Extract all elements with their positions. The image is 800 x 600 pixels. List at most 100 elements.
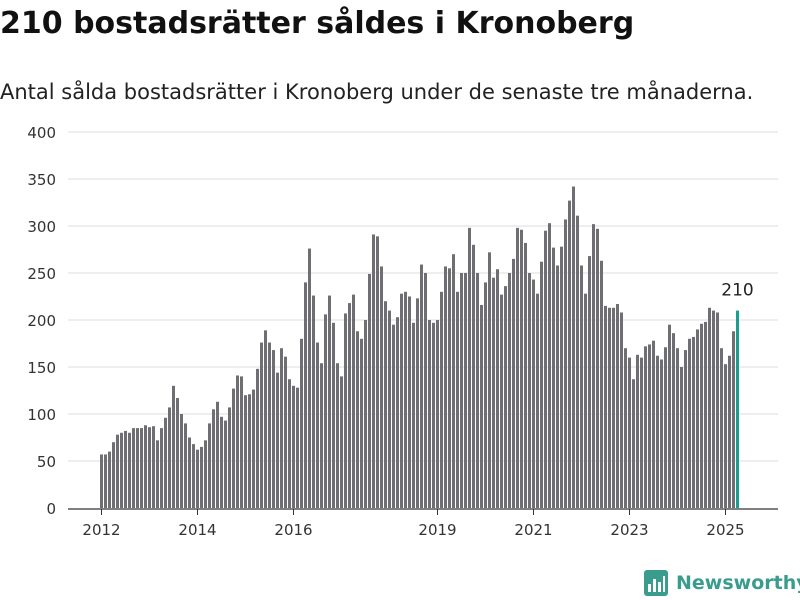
bar	[652, 340, 655, 508]
bar	[300, 338, 303, 508]
bar	[400, 293, 403, 508]
bar	[408, 296, 411, 508]
bar	[556, 265, 559, 508]
bar	[672, 333, 675, 508]
bar	[248, 394, 251, 508]
bar	[636, 354, 639, 508]
bar	[700, 323, 703, 508]
bar	[632, 379, 635, 508]
bar	[708, 307, 711, 508]
bar	[656, 355, 659, 508]
bar	[384, 301, 387, 508]
bar	[168, 407, 171, 508]
brand: Newsworthy	[644, 570, 800, 596]
data-label: 210	[721, 281, 753, 301]
bar	[256, 368, 259, 508]
bar	[644, 346, 647, 508]
bar	[456, 291, 459, 508]
x-tick-label: 2019	[418, 521, 456, 539]
bar	[496, 269, 499, 508]
bar	[200, 446, 203, 508]
bar	[540, 261, 543, 508]
bar	[180, 414, 183, 508]
bar	[648, 344, 651, 508]
bar	[264, 330, 267, 508]
bar	[336, 363, 339, 508]
bar	[348, 303, 351, 508]
bar	[448, 268, 451, 508]
bar	[720, 348, 723, 508]
bar	[108, 451, 111, 508]
bar	[280, 348, 283, 508]
bar	[680, 367, 683, 508]
bar	[484, 282, 487, 508]
bar	[468, 227, 471, 508]
bar	[508, 273, 511, 508]
bar	[620, 312, 623, 508]
bar	[360, 338, 363, 508]
brand-name: Newsworthy	[676, 572, 800, 594]
bar	[232, 388, 235, 508]
bar	[252, 389, 255, 508]
bar	[112, 442, 115, 508]
bar	[516, 227, 519, 508]
bar	[580, 265, 583, 508]
bar	[664, 347, 667, 508]
bar	[412, 322, 415, 508]
bar	[504, 286, 507, 508]
x-tick-label: 2025	[706, 521, 744, 539]
bar	[140, 428, 143, 508]
bar	[684, 350, 687, 508]
bar	[524, 242, 527, 509]
bar	[296, 387, 299, 508]
bar	[284, 356, 287, 508]
bar	[544, 230, 547, 508]
bar	[276, 372, 279, 508]
bar	[704, 321, 707, 508]
bar	[260, 342, 263, 508]
bar	[396, 317, 399, 508]
y-tick-label: 150	[27, 359, 56, 377]
y-tick-label: 200	[27, 312, 56, 330]
bar	[320, 363, 323, 508]
bar	[352, 294, 355, 508]
bar	[184, 423, 187, 508]
y-tick-label: 300	[27, 218, 56, 236]
bar	[152, 426, 155, 508]
bar	[148, 427, 151, 508]
bar	[364, 320, 367, 508]
bar	[520, 229, 523, 508]
bar	[356, 331, 359, 508]
bar	[452, 254, 455, 508]
bar	[292, 385, 295, 508]
bar	[176, 398, 179, 508]
bar	[136, 428, 139, 508]
bar	[552, 247, 555, 508]
bar	[584, 293, 587, 508]
bar	[236, 375, 239, 508]
bar	[120, 432, 123, 508]
bar	[688, 338, 691, 508]
bar	[188, 437, 191, 508]
bar	[616, 304, 619, 508]
bar	[340, 376, 343, 508]
bar	[444, 266, 447, 508]
bar	[608, 307, 611, 508]
bar	[160, 428, 163, 508]
bar	[124, 430, 127, 508]
bar	[224, 420, 227, 508]
bar	[156, 440, 159, 508]
bar	[628, 357, 631, 508]
bar	[724, 364, 727, 508]
y-tick-label: 400	[27, 124, 56, 142]
x-tick-label: 2012	[82, 521, 120, 539]
bar	[420, 264, 423, 508]
page-title: 210 bostadsrätter såldes i Kronoberg	[0, 6, 635, 41]
bar	[196, 449, 199, 508]
x-axis: 2012 2014 2016 2019 2021 2023 2025	[68, 508, 778, 539]
bar	[308, 248, 311, 508]
bar	[388, 310, 391, 508]
bar-highlight	[736, 310, 739, 508]
bar	[368, 273, 371, 508]
